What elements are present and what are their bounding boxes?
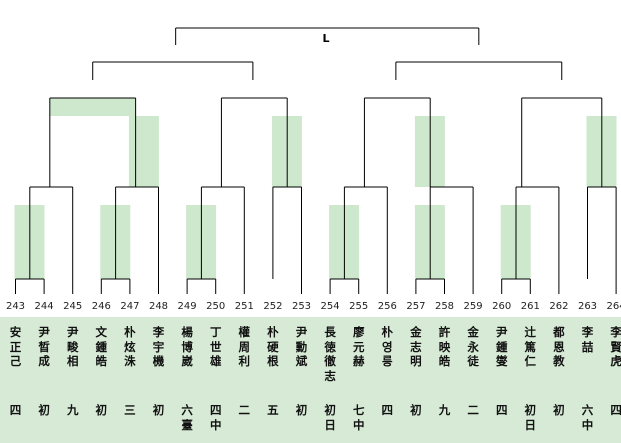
seed-number: 252 bbox=[263, 301, 282, 312]
player-rank: 四 bbox=[9, 403, 22, 417]
player-rank: 二 bbox=[467, 403, 479, 417]
player-name: 尹鍾燮 bbox=[495, 325, 508, 368]
player-entry: 金志明初 bbox=[401, 317, 431, 443]
seed-number: 244 bbox=[35, 301, 54, 312]
player-name: 李賢虎 bbox=[610, 325, 621, 368]
seed-number: 250 bbox=[206, 301, 225, 312]
seed-number: 251 bbox=[235, 301, 254, 312]
seed-number: 261 bbox=[521, 301, 540, 312]
player-entry: 安正己四 bbox=[1, 317, 31, 443]
seed-number: 262 bbox=[549, 301, 568, 312]
seed-number: 256 bbox=[378, 301, 397, 312]
player-rank: 初日 bbox=[324, 403, 336, 432]
player-name: 許映皓 bbox=[438, 325, 451, 368]
player-entry: 金永徒二 bbox=[458, 317, 488, 443]
player-rank: 五 bbox=[267, 403, 279, 417]
seed-number: 264 bbox=[607, 301, 621, 312]
player-name: 尹晳成 bbox=[38, 325, 50, 368]
seed-number: 254 bbox=[321, 301, 340, 312]
player-entry: 丁世雄四中 bbox=[201, 317, 231, 443]
player-entry: 尹勳斌初 bbox=[287, 317, 317, 443]
seed-number: 245 bbox=[63, 301, 82, 312]
player-entry: 朴炫洙三 bbox=[115, 317, 145, 443]
seed-number: 259 bbox=[464, 301, 483, 312]
player-rank: 三 bbox=[124, 403, 136, 417]
seed-number: 248 bbox=[149, 301, 168, 312]
player-name: 安正己 bbox=[9, 325, 22, 368]
player-rank: 初 bbox=[95, 403, 108, 417]
player-name: 李宇機 bbox=[152, 325, 165, 368]
player-entry: 文鍾皓初 bbox=[86, 317, 116, 443]
player-name: 楊博崴 bbox=[181, 325, 193, 368]
player-name: 都恩教 bbox=[553, 325, 565, 368]
player-entry: 楊博崴六臺 bbox=[172, 317, 202, 443]
seed-number: 247 bbox=[120, 301, 139, 312]
player-name: 朴硬根 bbox=[267, 325, 279, 368]
player-entry: 李宇機初 bbox=[144, 317, 174, 443]
advance-highlight bbox=[49, 98, 136, 116]
player-name: 金志明 bbox=[410, 325, 422, 368]
seed-number: 253 bbox=[292, 301, 311, 312]
player-rank: 四 bbox=[381, 403, 394, 417]
advance-highlight bbox=[128, 116, 159, 187]
player-rank: 初 bbox=[38, 403, 50, 417]
player-name: 尹畯相 bbox=[66, 325, 79, 368]
seed-number: 257 bbox=[406, 301, 425, 312]
player-entry: 權周利二 bbox=[229, 317, 259, 443]
player-rank: 六中 bbox=[581, 403, 594, 432]
player-name: 丁世雄 bbox=[209, 325, 222, 368]
player-entry: 長徳徹志初日 bbox=[315, 317, 345, 443]
seed-number: 249 bbox=[178, 301, 197, 312]
player-rank: 四 bbox=[495, 403, 508, 417]
player-entry: 辻篤仁初日 bbox=[515, 317, 545, 443]
final-label: L bbox=[322, 32, 329, 45]
player-panel: 安正己四尹晳成初尹畯相九文鍾皓初朴炫洙三李宇機初楊博崴六臺丁世雄四中權周利二朴硬… bbox=[0, 317, 621, 443]
seed-number: 243 bbox=[6, 301, 25, 312]
player-name: 尹勳斌 bbox=[295, 325, 308, 368]
player-rank: 初 bbox=[295, 403, 308, 417]
player-rank: 九 bbox=[66, 403, 79, 417]
seed-number: 258 bbox=[435, 301, 454, 312]
player-entry: 李賢虎四 bbox=[601, 317, 621, 443]
player-entry: 尹畯相九 bbox=[58, 317, 88, 443]
player-entry: 廖元赫七中 bbox=[344, 317, 374, 443]
player-rank: 初 bbox=[410, 403, 422, 417]
player-entry: 尹鍾燮四 bbox=[487, 317, 517, 443]
seed-number: 260 bbox=[492, 301, 511, 312]
player-name: 文鍾皓 bbox=[95, 325, 108, 368]
player-name: 權周利 bbox=[238, 325, 251, 368]
seed-number: 246 bbox=[92, 301, 111, 312]
player-rank: 初 bbox=[553, 403, 565, 417]
player-rank: 四中 bbox=[209, 403, 222, 432]
player-name: 朴炫洙 bbox=[124, 325, 136, 368]
player-name: 辻篤仁 bbox=[524, 325, 537, 368]
player-name: 李喆 bbox=[581, 325, 594, 354]
player-name: 廖元赫 bbox=[352, 325, 365, 368]
player-rank: 四 bbox=[610, 403, 621, 417]
player-rank: 初日 bbox=[524, 403, 537, 432]
player-entry: 都恩教初 bbox=[544, 317, 574, 443]
player-rank: 初 bbox=[152, 403, 165, 417]
player-entry: 尹晳成初 bbox=[29, 317, 59, 443]
player-entry: 朴硬根五 bbox=[258, 317, 288, 443]
player-name: 金永徒 bbox=[467, 325, 479, 368]
player-entry: 李喆六中 bbox=[573, 317, 603, 443]
player-name: 長徳徹志 bbox=[324, 325, 336, 383]
player-rank: 二 bbox=[238, 403, 251, 417]
player-rank: 六臺 bbox=[181, 403, 193, 432]
seed-number: 263 bbox=[578, 301, 597, 312]
player-rank: 七中 bbox=[352, 403, 365, 432]
player-entry: 許映皓九 bbox=[430, 317, 460, 443]
player-rank: 九 bbox=[438, 403, 451, 417]
seed-number: 255 bbox=[349, 301, 368, 312]
